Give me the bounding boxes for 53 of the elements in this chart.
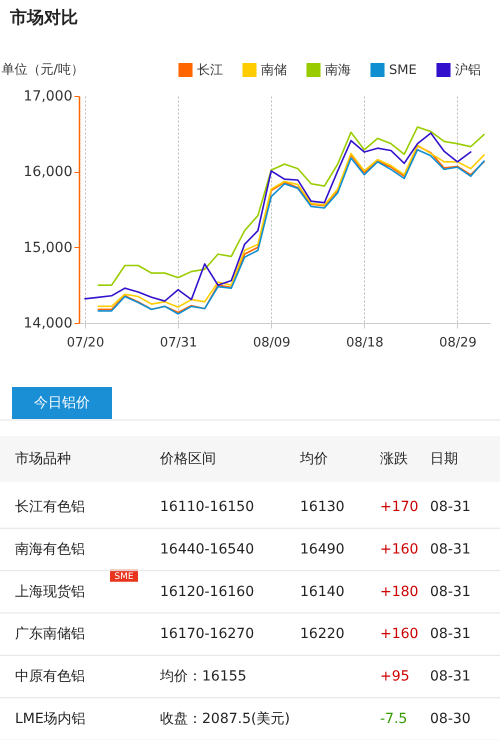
text: 16440-16540	[160, 541, 254, 558]
chart-title: 市场对比	[10, 7, 78, 29]
x-tick-label: 08/18	[346, 336, 384, 350]
text: 16220	[300, 626, 345, 642]
x-tick-label: 07/20	[66, 336, 104, 350]
x-tick-label: 07/31	[160, 336, 198, 350]
text: 今日铝价	[34, 395, 90, 411]
text: 08-31	[430, 499, 471, 515]
text: 中原有色铝	[15, 668, 85, 685]
legend-label: 沪铝	[455, 62, 481, 78]
text: 16490	[300, 541, 345, 558]
y-tick-label: 17,000	[24, 88, 72, 104]
text: +170	[380, 499, 418, 515]
line-series	[84, 132, 472, 302]
legend-label: 南海	[325, 62, 351, 78]
y-tick-label: 14,000	[24, 316, 72, 332]
text: 均价：16155	[160, 668, 247, 685]
text: 08-31	[430, 584, 471, 600]
legend-label: 长江	[197, 62, 223, 78]
x-tick-label: 08/29	[439, 336, 477, 350]
y-tick-label: 16,000	[24, 164, 72, 180]
text: 长江有色铝	[15, 499, 85, 515]
text: SME	[114, 572, 134, 582]
text: 16120-16160	[160, 584, 254, 600]
legend-label: 南储	[261, 62, 287, 78]
y-tick-label: 15,000	[24, 240, 72, 256]
text: 08-31	[430, 626, 471, 642]
text: LME场内铝	[15, 711, 86, 727]
text: 16170-16270	[160, 626, 254, 642]
category-label: 市场品种	[15, 451, 71, 467]
category-label: 均价	[299, 451, 328, 467]
text: +180	[380, 584, 418, 600]
text: 上海现货铝	[15, 584, 85, 600]
category-label: 日期	[430, 451, 458, 467]
category-label: 价格区间	[159, 451, 216, 467]
text: 16140	[300, 584, 345, 600]
text: 08-31	[430, 541, 471, 558]
line-series	[97, 126, 485, 286]
text: 广东南储铝	[15, 626, 85, 642]
text: 16130	[300, 499, 345, 515]
category-label: 涨跌	[380, 451, 408, 467]
text: 08-30	[430, 711, 471, 727]
text: +160	[380, 541, 418, 558]
text: 南海有色铝	[15, 541, 85, 558]
text: +160	[380, 626, 418, 642]
text: 16110-16150	[160, 499, 254, 515]
text: 08-31	[430, 668, 471, 685]
y-axis-title: 单位（元/吨）	[2, 62, 84, 78]
x-tick-label: 08/09	[252, 336, 290, 350]
text: 收盘：2087.5(美元)	[160, 711, 290, 727]
legend-label: SME	[389, 62, 417, 78]
text: -7.5	[380, 711, 408, 727]
text: +95	[380, 668, 410, 685]
